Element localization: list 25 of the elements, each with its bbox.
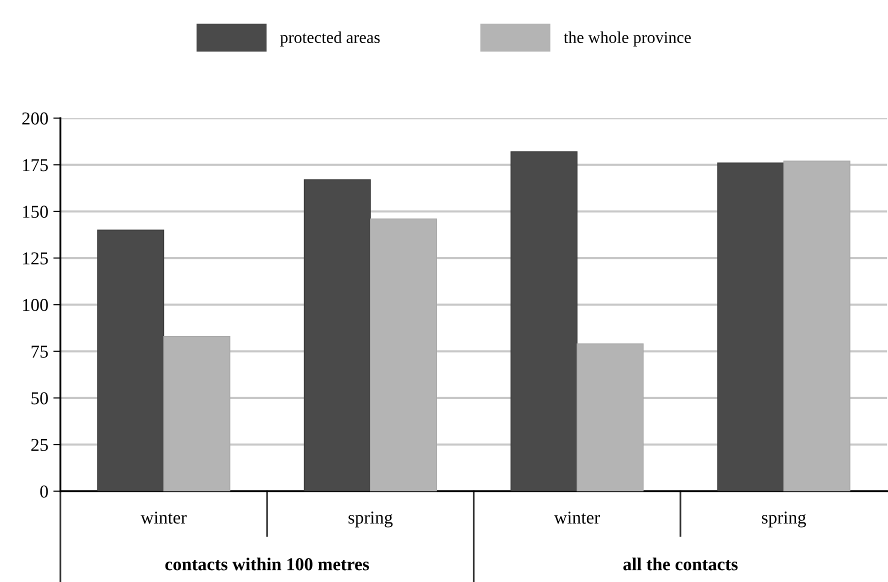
x-tick-label: spring	[348, 512, 393, 528]
x-tick-label: winter	[554, 512, 600, 524]
x-tick-label: spring	[762, 512, 806, 528]
bar	[304, 179, 371, 492]
bar	[576, 343, 644, 492]
text: contacts within 100 metres	[165, 558, 370, 570]
bar	[510, 151, 578, 492]
y-tick-label: 25	[31, 438, 48, 452]
y-tick-label: 175	[23, 159, 48, 172]
y-tick-label: 125	[23, 252, 48, 264]
legend-label: protected areas	[280, 31, 380, 46]
bar	[163, 336, 230, 492]
bar	[717, 162, 784, 492]
y-tick-label: 0	[40, 485, 48, 498]
text: all the contacts	[623, 558, 738, 570]
y-tick-label: 150	[23, 206, 48, 218]
legend-label: the whole province	[564, 31, 691, 46]
bar	[97, 230, 164, 492]
y-tick-label: 100	[23, 298, 48, 312]
bar	[370, 218, 437, 492]
y-tick-label: 75	[32, 346, 48, 358]
x-tick-label: winter	[140, 512, 187, 524]
bar	[783, 160, 850, 492]
y-tick-label: 200	[22, 112, 48, 125]
y-tick-label: 50	[32, 392, 48, 404]
